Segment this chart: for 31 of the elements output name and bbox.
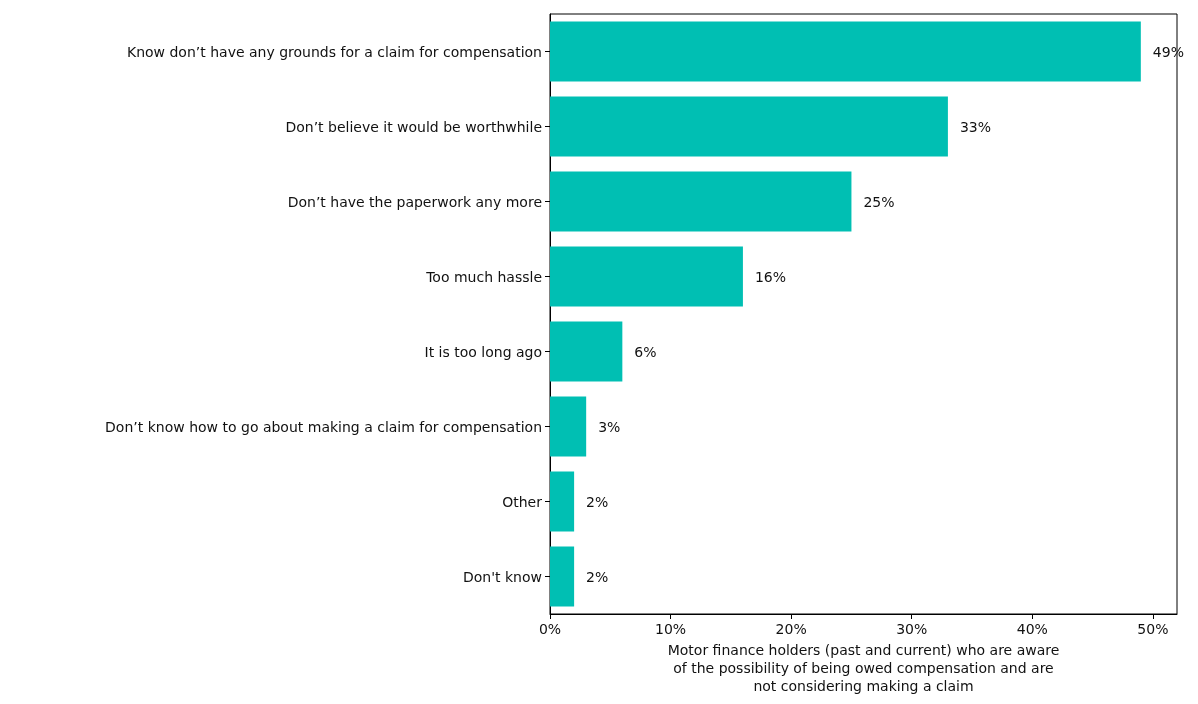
data-label: 2% [586, 568, 609, 585]
y-tick-label: It is too long ago [424, 343, 542, 360]
y-tick-label: Don’t know how to go about making a claim for compensation [105, 418, 542, 435]
x-tick-label: 20% [775, 621, 807, 637]
y-tick-label: Know don’t have any grounds for a claim for compensation [126, 43, 542, 60]
data-label: 16% [754, 268, 787, 285]
data-label: 25% [863, 193, 895, 210]
y-tick-label: Too much hassle [425, 268, 542, 285]
data-label: 6% [634, 343, 657, 360]
y-tick-label: Don’t believe it would be worthwhile [285, 118, 542, 135]
x-tick-label: 0% [538, 621, 562, 637]
x-tick-label: 30% [896, 621, 928, 637]
data-label: 49% [1152, 43, 1184, 60]
y-tick-label: Other [502, 493, 543, 510]
bar [550, 96, 948, 157]
bar [550, 21, 1141, 82]
x-axis-title: Motor finance holders (past and current) who are aware of the possibility of being owed compensation and are not considering making a claim [667, 641, 1060, 694]
x-tick-label: 40% [1016, 621, 1048, 637]
data-label: 3% [598, 418, 621, 435]
bar [550, 321, 623, 382]
bar [550, 396, 587, 457]
bar [550, 471, 575, 532]
x-tick-label: 10% [655, 621, 687, 637]
y-tick-label: Don’t have the paperwork any more [287, 193, 542, 210]
x-tick-label: 50% [1137, 621, 1169, 637]
bar [550, 246, 743, 307]
bar [550, 546, 575, 607]
data-label: 33% [959, 118, 992, 135]
data-label: 2% [586, 493, 609, 510]
bar [550, 171, 852, 232]
y-tick-label: Don't know [462, 568, 542, 585]
